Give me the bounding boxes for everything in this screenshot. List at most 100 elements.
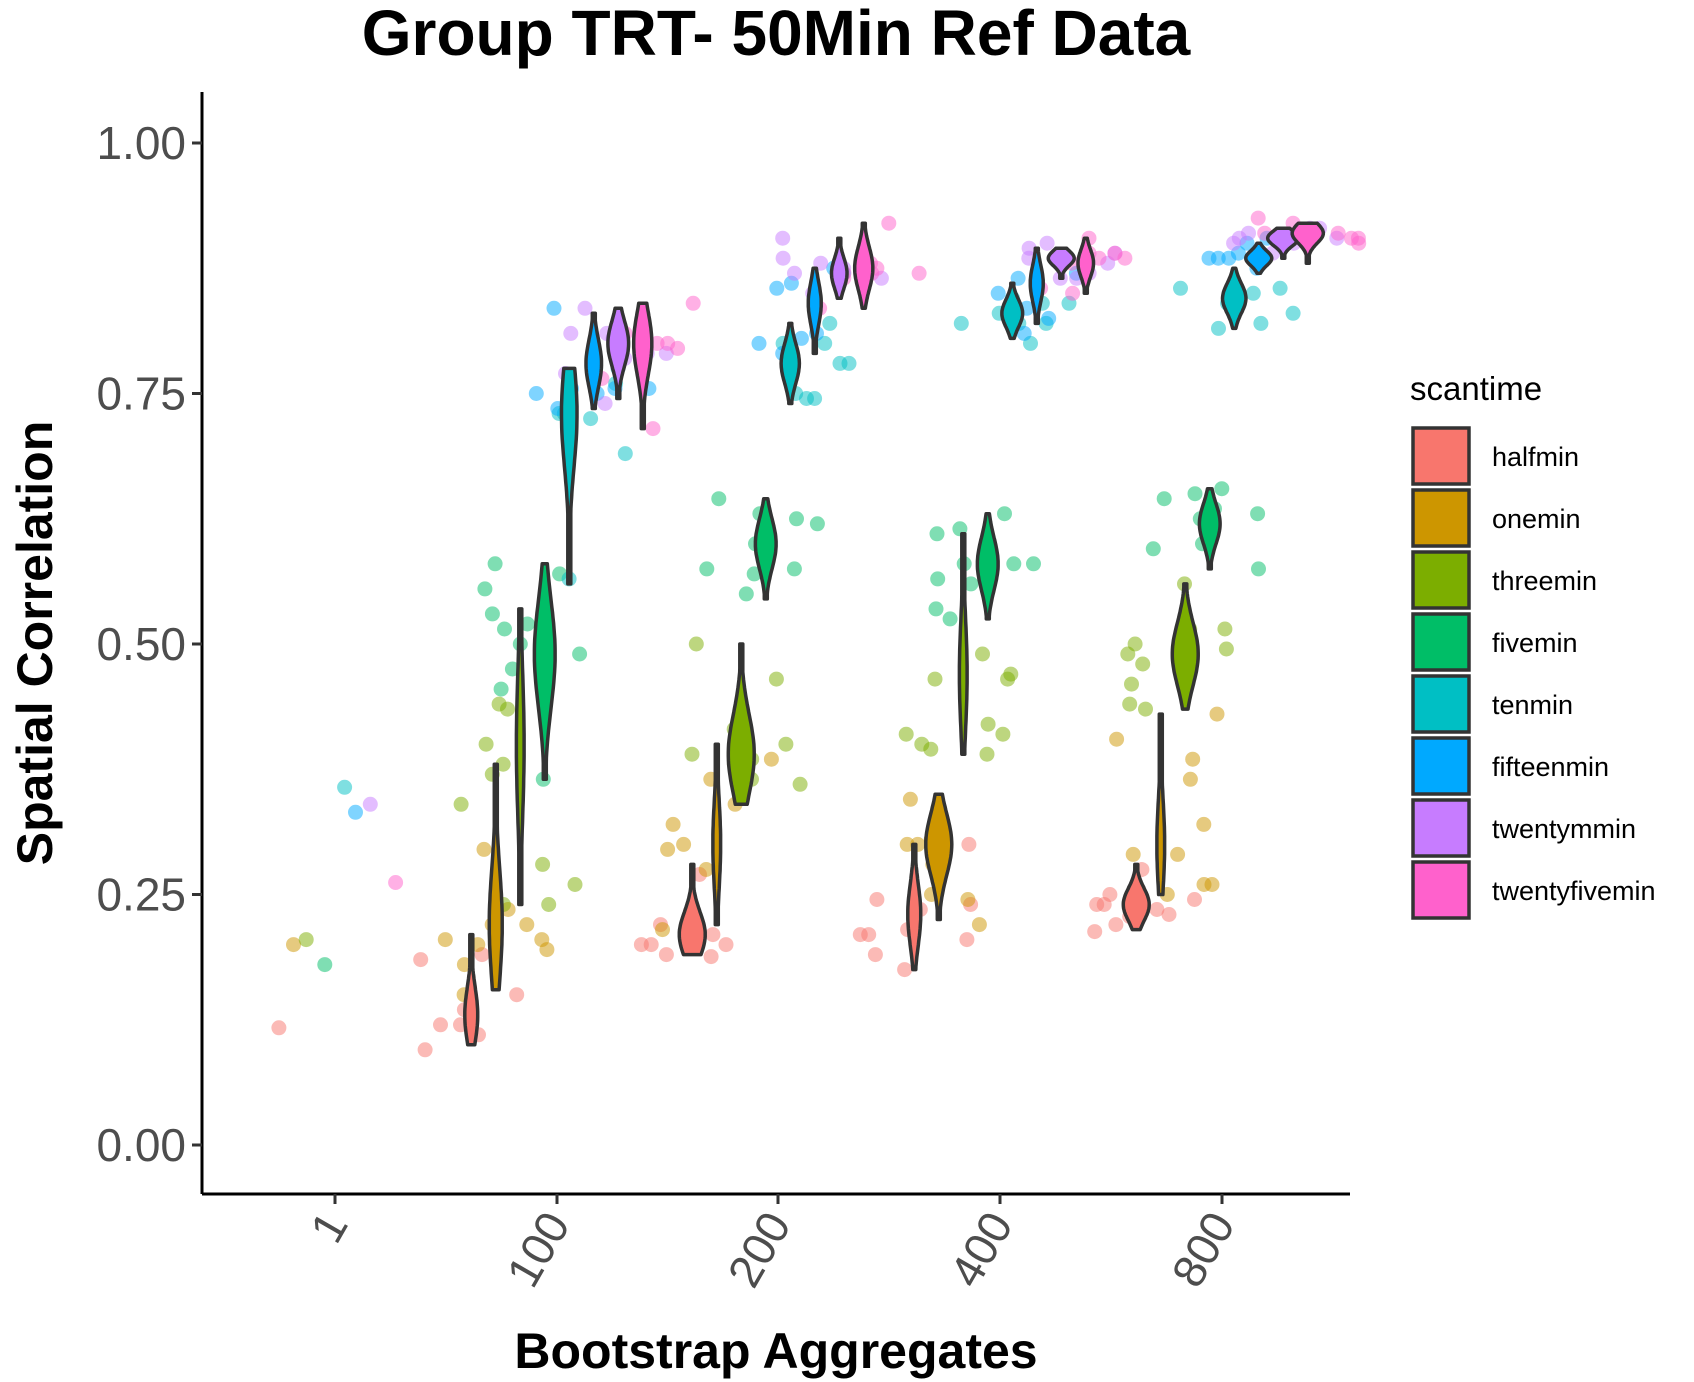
y-tick-label: 0.75 bbox=[96, 368, 186, 420]
point-fivemin-100-2 bbox=[519, 616, 535, 632]
point-fivemin-800-5 bbox=[1251, 561, 1266, 577]
point-threemin-100-1 bbox=[495, 756, 511, 772]
legend-key-fivemin bbox=[1411, 612, 1471, 672]
point-fivemin-400-3 bbox=[963, 576, 979, 592]
point-threemin-800-0 bbox=[1138, 701, 1153, 717]
point-twentyfivemin-100-4 bbox=[685, 295, 701, 311]
point-threemin-400-2 bbox=[898, 726, 914, 742]
violin-fifteenmin-100 bbox=[584, 311, 604, 411]
point-fivemin-400-6 bbox=[930, 571, 946, 587]
y-axis-title: Spatial Correlation bbox=[7, 421, 63, 866]
point-tenmin-800-2 bbox=[1253, 315, 1269, 331]
point-onemin-800-7 bbox=[1182, 771, 1198, 787]
x-tick-label: 800 bbox=[1161, 1203, 1244, 1295]
point-onemin-800-6 bbox=[1196, 877, 1212, 892]
violin-twentyfivemin-200 bbox=[852, 221, 875, 311]
point-fivemin-400-7 bbox=[928, 601, 944, 617]
point-fifteenmin-200-3 bbox=[769, 280, 785, 296]
point-threemin-200-9 bbox=[768, 671, 784, 687]
point-fivemin-800-1 bbox=[1214, 481, 1230, 497]
legend-label-fifteenmin: fifteenmin bbox=[1492, 752, 1609, 782]
point-halfmin-100-1 bbox=[417, 1042, 433, 1058]
point-onemin-400-9 bbox=[960, 892, 976, 907]
point-onemin-200-5 bbox=[655, 922, 670, 938]
violin-twentyfivemin-100 bbox=[631, 301, 654, 431]
point-threemin-800-7 bbox=[1135, 656, 1151, 672]
legend-label-twentymmin: twentymmin bbox=[1492, 814, 1636, 844]
point-onemin-800-1 bbox=[1125, 846, 1141, 862]
legend-key-twentyfivemin bbox=[1411, 860, 1471, 920]
legend-label-threemin: threemin bbox=[1492, 566, 1597, 596]
legend-key-tenmin bbox=[1411, 674, 1471, 734]
point-onemin-800-2 bbox=[1185, 751, 1201, 767]
point-threemin-200-3 bbox=[792, 776, 808, 792]
point-tenmin-200-1 bbox=[817, 335, 833, 351]
point-threemin-200-2 bbox=[684, 746, 700, 762]
point-tenmin-800-7 bbox=[1245, 285, 1261, 301]
point-threemin-400-9 bbox=[995, 726, 1011, 742]
violin-tenmin-400 bbox=[1000, 281, 1025, 341]
point-halfmin-100-5 bbox=[413, 952, 429, 968]
point-halfmin-400-2 bbox=[959, 932, 975, 948]
point-threemin-800-3 bbox=[1120, 646, 1136, 662]
point-fivemin-100-6 bbox=[493, 681, 509, 697]
violin-tenmin-100 bbox=[559, 366, 579, 586]
legend-key-twentymmin bbox=[1411, 798, 1471, 858]
legend-title: scantime bbox=[1410, 370, 1542, 407]
point-tenmin-200-6 bbox=[822, 315, 838, 331]
point-twentyfivemin-800-7 bbox=[1343, 230, 1359, 246]
legend-label-tenmin: tenmin bbox=[1492, 690, 1573, 720]
legend-key-threemin bbox=[1411, 550, 1471, 610]
point-threemin-400-8 bbox=[923, 741, 939, 757]
y-tick-label: 1.00 bbox=[96, 117, 186, 169]
violin-fivemin-100 bbox=[532, 562, 557, 782]
point-fifteenmin-400-1 bbox=[1041, 310, 1057, 326]
point-fivemin-800-9 bbox=[1250, 506, 1266, 522]
point-twentyfivemin-400-1 bbox=[1065, 285, 1081, 301]
violin-twentymmin-400 bbox=[1046, 246, 1076, 281]
point-halfmin-800-7 bbox=[1108, 917, 1124, 933]
point-twentyfivemin-800-4 bbox=[1330, 225, 1346, 241]
point-halfmin-200-2 bbox=[703, 949, 719, 965]
point-twentymmin-1-0 bbox=[362, 796, 378, 812]
point-onemin-100-8 bbox=[476, 841, 492, 857]
point-twentyfivemin-100-7 bbox=[660, 335, 676, 351]
violin-fifteenmin-400 bbox=[1028, 246, 1045, 326]
point-twentyfivemin-1-0 bbox=[388, 875, 404, 890]
point-fivemin-200-1 bbox=[711, 491, 727, 507]
point-fifteenmin-1-0 bbox=[348, 804, 363, 820]
point-fifteenmin-100-1 bbox=[546, 300, 562, 316]
point-threemin-100-2 bbox=[478, 736, 494, 752]
point-fivemin-100-5 bbox=[572, 646, 588, 662]
point-fifteenmin-100-5 bbox=[528, 386, 544, 401]
point-halfmin-100-2 bbox=[433, 1017, 448, 1033]
point-fivemin-200-8 bbox=[738, 586, 754, 602]
x-tick-label: 1 bbox=[300, 1203, 358, 1251]
point-onemin-200-2 bbox=[676, 836, 692, 852]
point-onemin-800-0 bbox=[1109, 731, 1125, 747]
violin-twentyfivemin-400 bbox=[1076, 236, 1096, 296]
point-tenmin-1-0 bbox=[337, 779, 353, 795]
point-fivemin-100-8 bbox=[477, 581, 493, 597]
point-threemin-100-4 bbox=[535, 856, 551, 872]
point-halfmin-1-0 bbox=[271, 1020, 287, 1036]
point-tenmin-400-0 bbox=[953, 315, 969, 331]
point-threemin-200-8 bbox=[688, 636, 704, 652]
point-onemin-200-9 bbox=[763, 751, 779, 767]
point-tenmin-200-4 bbox=[841, 355, 857, 371]
point-onemin-100-1 bbox=[437, 932, 453, 948]
chart-title: Group TRT- 50Min Ref Data bbox=[362, 0, 1191, 69]
point-halfmin-800-3 bbox=[1187, 892, 1202, 907]
point-twentymmin-100-8 bbox=[597, 396, 613, 411]
legend-label-fivemin: fivemin bbox=[1492, 628, 1578, 658]
point-halfmin-200-6 bbox=[705, 927, 721, 943]
point-fivemin-200-0 bbox=[746, 566, 762, 582]
y-tick-label: 0.50 bbox=[96, 618, 186, 670]
point-fivemin-100-10 bbox=[487, 556, 503, 572]
point-tenmin-100-4 bbox=[617, 446, 633, 462]
plot-area bbox=[271, 210, 1367, 1058]
point-threemin-800-9 bbox=[1124, 676, 1139, 692]
point-fivemin-200-5 bbox=[789, 511, 804, 527]
point-fivemin-1-0 bbox=[317, 957, 333, 973]
violin-twentymmin-100 bbox=[606, 306, 631, 401]
